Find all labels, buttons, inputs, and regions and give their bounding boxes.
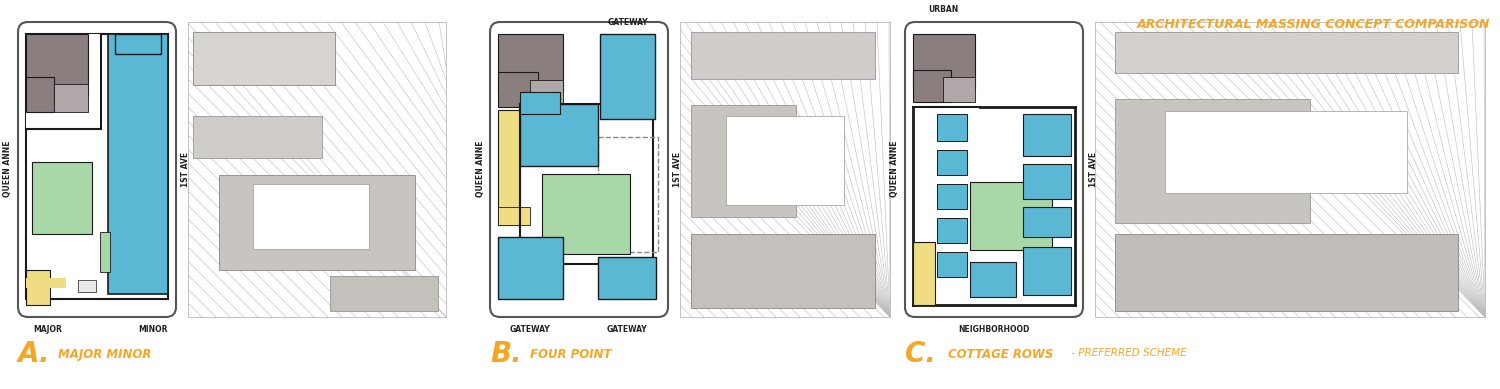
Bar <box>498 207 530 225</box>
Bar <box>680 22 890 317</box>
Text: FOUR POINT: FOUR POINT <box>530 348 612 361</box>
Bar <box>938 184 968 209</box>
Bar <box>116 34 160 54</box>
Bar <box>938 150 968 175</box>
Bar <box>330 276 438 311</box>
Bar <box>32 162 92 234</box>
Bar <box>26 270 50 305</box>
Bar <box>1114 235 1458 311</box>
Bar <box>252 184 369 249</box>
Text: MAJOR: MAJOR <box>33 325 62 334</box>
Bar <box>219 175 416 270</box>
Text: 1ST AVE: 1ST AVE <box>182 151 190 187</box>
Bar <box>498 110 520 225</box>
Bar <box>914 70 951 102</box>
Bar <box>1023 164 1071 199</box>
Bar <box>970 182 1052 250</box>
Bar <box>108 34 168 294</box>
Bar <box>970 262 1016 297</box>
Text: A.: A. <box>18 340 51 368</box>
Bar <box>690 235 876 308</box>
Text: NEIGHBORHOOD: NEIGHBORHOOD <box>958 325 1029 334</box>
Text: GATEWAY: GATEWAY <box>608 18 648 27</box>
Bar <box>78 280 96 292</box>
Text: GATEWAY: GATEWAY <box>510 325 550 334</box>
Text: 1ST AVE: 1ST AVE <box>1089 151 1098 187</box>
Bar <box>520 104 599 166</box>
Bar <box>598 257 656 299</box>
Bar <box>498 237 562 299</box>
Bar <box>100 232 109 272</box>
Bar <box>1114 99 1310 223</box>
FancyBboxPatch shape <box>18 22 176 317</box>
Bar <box>26 34 100 129</box>
Bar <box>690 32 876 79</box>
Bar <box>530 80 562 107</box>
Bar <box>1023 114 1071 156</box>
Text: MINOR: MINOR <box>138 325 168 334</box>
Bar <box>188 22 446 317</box>
Text: B.: B. <box>490 340 522 368</box>
Bar <box>1023 207 1071 237</box>
Text: GATEWAY: GATEWAY <box>606 325 648 334</box>
Text: - PREFERRED SCHEME: - PREFERRED SCHEME <box>1068 348 1186 358</box>
Bar <box>194 32 334 85</box>
Bar <box>1114 32 1458 73</box>
Bar <box>600 34 656 119</box>
Bar <box>520 104 652 264</box>
Bar <box>726 116 844 205</box>
Text: URBAN: URBAN <box>928 5 958 14</box>
Bar <box>26 34 88 96</box>
Text: QUEEN ANNE: QUEEN ANNE <box>476 141 484 197</box>
Bar <box>938 218 968 243</box>
Bar <box>914 242 934 305</box>
Bar <box>598 137 658 252</box>
Bar <box>26 77 54 112</box>
Bar <box>1166 110 1407 193</box>
Text: QUEEN ANNE: QUEEN ANNE <box>891 141 900 197</box>
Text: MAJOR MINOR: MAJOR MINOR <box>58 348 152 361</box>
Bar <box>914 34 975 89</box>
Bar <box>26 34 168 299</box>
Bar <box>938 252 968 277</box>
Text: ARCHITECTURAL MASSING CONCEPT COMPARISON: ARCHITECTURAL MASSING CONCEPT COMPARISON <box>1137 18 1490 31</box>
FancyBboxPatch shape <box>904 22 1083 317</box>
Bar <box>498 72 538 107</box>
Bar <box>690 105 795 217</box>
Bar <box>498 34 562 92</box>
FancyBboxPatch shape <box>490 22 668 317</box>
Bar <box>194 116 322 158</box>
Bar <box>1023 247 1071 295</box>
Bar <box>938 114 968 141</box>
Bar <box>944 77 975 102</box>
Bar <box>54 84 88 112</box>
Text: COTTAGE ROWS: COTTAGE ROWS <box>948 348 1053 361</box>
Bar <box>542 174 630 254</box>
Text: C.: C. <box>904 340 936 368</box>
Text: QUEEN ANNE: QUEEN ANNE <box>3 141 12 197</box>
Bar <box>1095 22 1485 317</box>
Bar <box>26 278 66 288</box>
Text: 1ST AVE: 1ST AVE <box>674 151 682 187</box>
Bar <box>520 92 560 114</box>
